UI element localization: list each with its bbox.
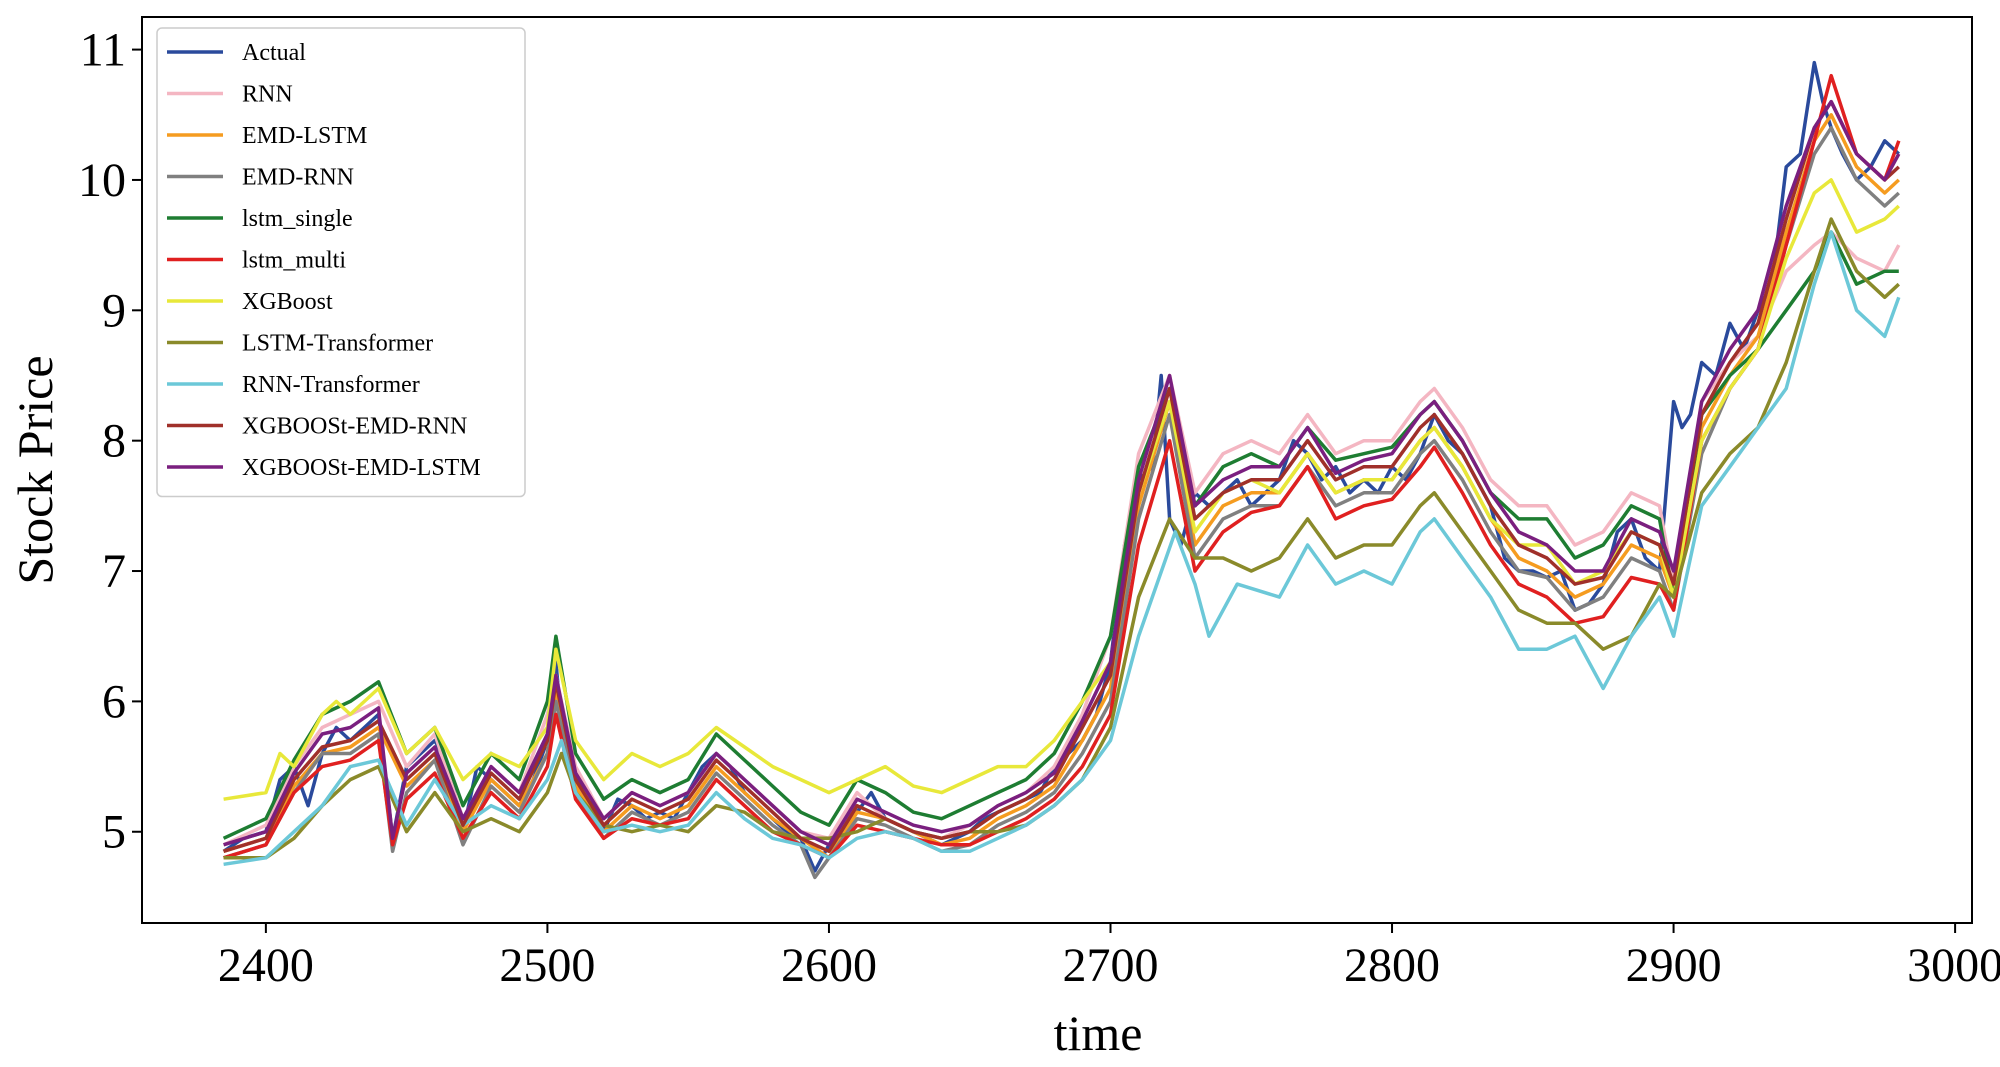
y-tick-label-0: 5	[102, 806, 126, 859]
x-tick-label-0: 2400	[218, 939, 314, 992]
legend-label-1: RNN	[242, 82, 293, 108]
series-line-3	[223, 126, 1900, 880]
y-axis-title: Stock Price	[7, 355, 63, 584]
legend-label-5: lstm_multi	[242, 248, 346, 274]
y-axis: 5 6 7 8 9 10 11	[78, 24, 142, 859]
legend-box	[156, 27, 526, 498]
legend-label-6: XGBoost	[242, 289, 333, 315]
legend: Actual RNN EMD-LSTM EMD-RNN lstm_single lstm_…	[156, 27, 526, 498]
series-line-2	[223, 113, 1900, 860]
x-tick-label-2: 2600	[781, 939, 877, 992]
series-line-1	[222, 230, 1901, 847]
series-line-5	[223, 73, 1901, 860]
y-tick-label-2: 7	[102, 545, 126, 598]
x-axis: 2400 2500 2600 2700 2800 2900 3000	[218, 923, 2000, 992]
legend-label-9: XGBOOSt-EMD-RNN	[242, 414, 467, 440]
legend-label-3: EMD-RNN	[242, 165, 354, 191]
legend-label-7: LSTM-Transformer	[242, 331, 433, 357]
series-line-10	[223, 99, 1901, 847]
y-tick-label-4: 9	[102, 284, 126, 337]
series-layer	[222, 60, 1901, 880]
legend-label-4: lstm_single	[242, 206, 353, 232]
legend-label-0: Actual	[242, 40, 306, 66]
series-line-8	[223, 230, 1901, 867]
legend-label-8: RNN-Transformer	[242, 372, 420, 398]
x-tick-label-4: 2800	[1344, 939, 1440, 992]
legend-label-10: XGBOOSt-EMD-LSTM	[242, 455, 481, 481]
y-tick-label-1: 6	[102, 675, 126, 728]
x-tick-label-1: 2500	[499, 939, 595, 992]
y-tick-label-6: 11	[80, 24, 126, 77]
legend-label-2: EMD-LSTM	[242, 123, 367, 149]
y-tick-label-3: 8	[102, 415, 126, 468]
x-tick-label-3: 2700	[1062, 939, 1158, 992]
x-tick-label-5: 2900	[1626, 939, 1722, 992]
plot-frame	[141, 16, 1973, 924]
series-line-9	[223, 99, 1900, 854]
x-axis-title: time	[1054, 1005, 1143, 1061]
x-tick-label-6: 3000	[1907, 939, 2000, 992]
y-tick-label-5: 10	[78, 154, 126, 207]
